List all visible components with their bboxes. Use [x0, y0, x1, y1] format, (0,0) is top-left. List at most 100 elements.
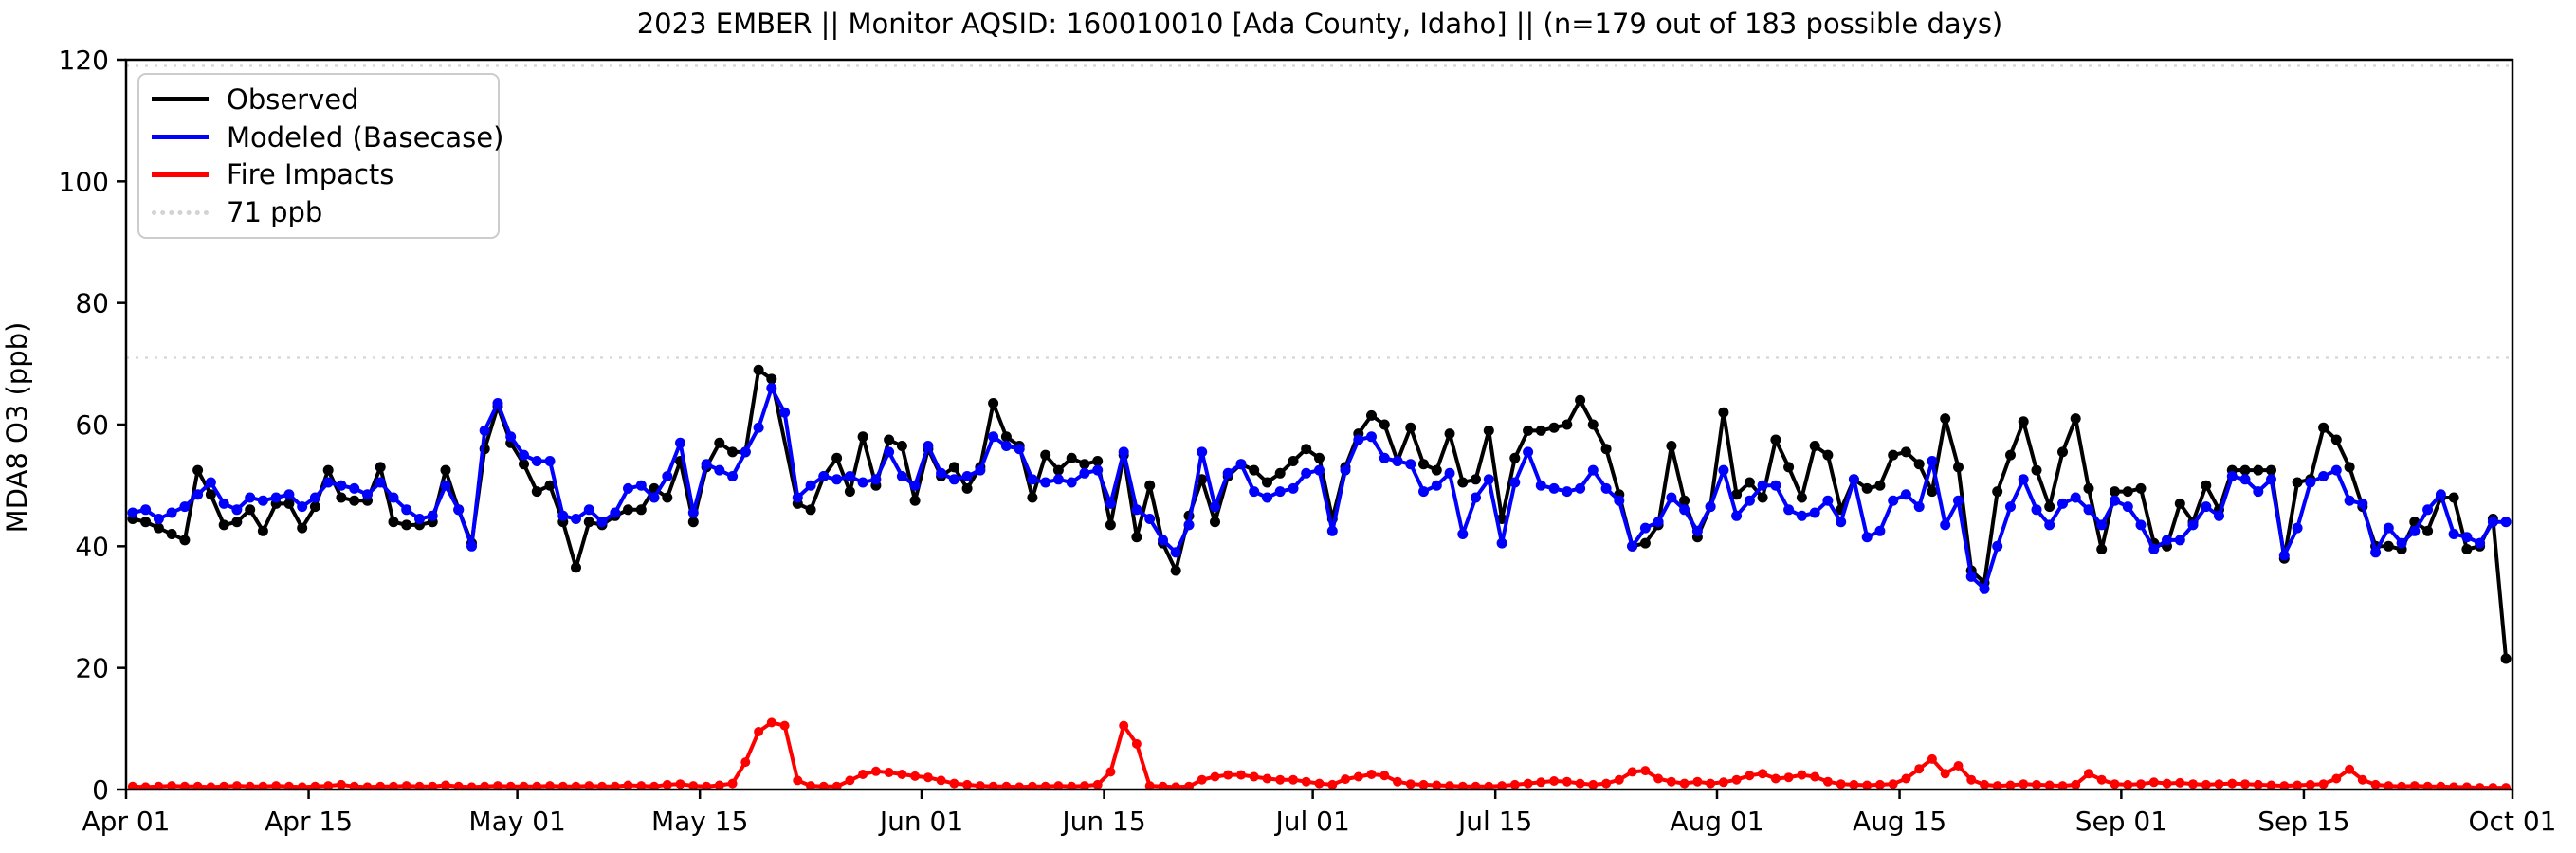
legend-line-sample	[152, 135, 209, 140]
data-point	[1457, 781, 1468, 789]
data-point	[2005, 449, 2016, 461]
data-point	[349, 495, 360, 506]
data-point	[2083, 482, 2094, 494]
data-point	[427, 510, 438, 521]
data-point	[245, 781, 255, 789]
data-point	[389, 781, 398, 789]
data-point	[2331, 773, 2342, 784]
data-point	[1796, 492, 1807, 503]
data-point	[2135, 482, 2147, 494]
data-point	[1627, 540, 1638, 552]
data-point	[1457, 477, 1469, 488]
data-point	[662, 779, 672, 789]
data-point	[1509, 477, 1521, 488]
data-point	[1366, 409, 1377, 421]
data-point	[1432, 780, 1442, 789]
data-point	[2005, 501, 2016, 513]
data-point	[754, 727, 764, 736]
data-point	[988, 781, 998, 789]
data-point	[2448, 492, 2459, 503]
data-point	[2070, 492, 2081, 503]
data-point	[2110, 486, 2120, 498]
data-point	[1666, 776, 1676, 787]
data-point	[2318, 471, 2329, 481]
data-point	[2370, 547, 2382, 558]
data-point	[909, 495, 921, 506]
data-point	[2448, 529, 2459, 539]
data-point	[1471, 492, 1481, 503]
data-point	[1562, 776, 1572, 787]
data-point	[258, 781, 268, 789]
data-point	[1809, 441, 1820, 451]
data-point	[1393, 776, 1402, 787]
data-point	[2162, 535, 2172, 546]
data-point	[1496, 537, 1507, 549]
data-point	[1210, 517, 1220, 528]
data-point	[1600, 444, 1612, 455]
plot-title-text: 2023 EMBER || Monitor AQSID: 160010010 […	[636, 8, 2003, 40]
data-point	[1066, 452, 1077, 463]
data-point	[219, 781, 229, 789]
data-point	[414, 781, 425, 789]
data-point	[1575, 482, 1586, 494]
data-point	[323, 781, 334, 789]
data-point	[740, 757, 751, 768]
data-point	[2122, 501, 2133, 513]
data-point	[583, 504, 594, 516]
data-point	[441, 780, 450, 789]
data-point	[1262, 773, 1272, 784]
data-point	[1262, 492, 1272, 503]
data-point	[1119, 720, 1129, 731]
data-point	[153, 514, 164, 524]
data-point	[896, 471, 907, 481]
data-point	[2397, 781, 2407, 789]
data-point	[231, 781, 242, 789]
data-point	[245, 504, 256, 516]
data-point	[2279, 781, 2290, 789]
data-point	[1979, 583, 1990, 594]
data-point	[753, 422, 764, 433]
x-tick-label: Oct 01	[2469, 806, 2557, 837]
data-point	[909, 480, 921, 491]
data-point	[1040, 477, 1051, 488]
data-point	[1888, 779, 1898, 789]
data-point	[349, 482, 360, 494]
data-point	[1940, 769, 1950, 779]
data-point	[1588, 779, 1599, 789]
data-point	[1105, 519, 1116, 531]
data-point	[988, 431, 999, 443]
data-point	[2135, 519, 2147, 531]
data-point	[2487, 517, 2498, 528]
data-point	[2083, 504, 2094, 516]
data-point	[179, 501, 191, 513]
data-point	[806, 781, 816, 789]
data-point	[1627, 767, 1637, 777]
data-point	[2436, 781, 2446, 789]
data-point	[1314, 464, 1325, 476]
data-point	[1927, 456, 1938, 466]
data-point	[310, 781, 320, 789]
data-point	[1288, 774, 1298, 785]
data-point	[2174, 535, 2185, 546]
data-point	[532, 781, 542, 789]
data-point	[140, 517, 152, 528]
data-point	[1810, 771, 1820, 782]
data-point	[1131, 738, 1142, 749]
data-point	[1288, 482, 1299, 494]
data-point	[2449, 782, 2459, 789]
data-point	[271, 781, 282, 789]
data-point	[792, 492, 803, 503]
data-point	[1639, 537, 1651, 549]
data-point	[831, 452, 843, 463]
data-point	[2422, 525, 2434, 536]
data-point	[1067, 781, 1077, 789]
legend-box: Observed Modeled (Basecase) Fire Impacts 71…	[137, 73, 503, 239]
data-point	[440, 480, 451, 491]
data-point	[1966, 774, 1977, 785]
legend-label: 71 ppb	[227, 196, 323, 229]
data-point	[1718, 777, 1728, 788]
data-point	[2226, 471, 2238, 481]
data-point	[2461, 532, 2473, 543]
data-point	[1548, 482, 1560, 494]
data-point	[1105, 498, 1116, 509]
